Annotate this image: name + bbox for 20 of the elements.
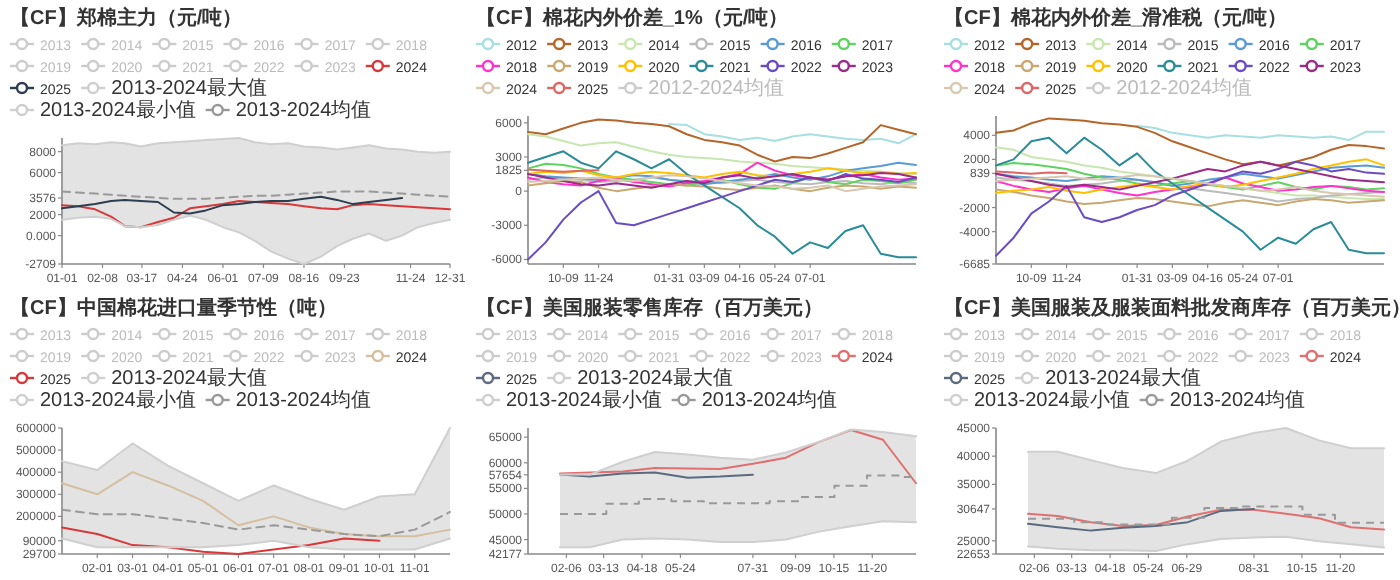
chart-title: 【CF】美国服装零售库存（百万美元） (476, 296, 823, 320)
legend-label: 2013-2024均值 (235, 388, 372, 412)
chart-title: 【CF】棉花内外价差_1%（元/吨） (476, 6, 789, 30)
chart-title: 【CF】中国棉花进口量季节性（吨） (10, 296, 337, 320)
legend-label: 2013-2024最小值 (40, 98, 196, 122)
legend-label: 2013-2024最大值 (577, 366, 733, 390)
legend-label: 2013-2024均值 (1169, 388, 1306, 412)
legend-label: 2013-2024最小值 (40, 388, 196, 412)
legend-label: 2013-2024均值 (235, 98, 372, 122)
legend-label: 2013-2024最小值 (506, 388, 662, 412)
legend-label: 2013-2024最大值 (111, 366, 267, 390)
legend-label: 2013-2024最大值 (1045, 366, 1201, 390)
legend-label: 2013-2024最大值 (111, 76, 267, 100)
chart-title: 【CF】美国服装及服装面料批发商库存（百万美元） (944, 296, 1400, 320)
chart-title: 【CF】郑棉主力（元/吨） (10, 6, 243, 30)
legend-label: 2012-2024均值 (1116, 76, 1252, 100)
legend-label: 2013-2024最小值 (974, 388, 1130, 412)
legend-label: 2013-2024均值 (701, 388, 838, 412)
chart-title: 【CF】棉花内外价差_滑准税（元/吨） (944, 6, 1288, 30)
legend-label: 2012-2024均值 (648, 76, 784, 100)
